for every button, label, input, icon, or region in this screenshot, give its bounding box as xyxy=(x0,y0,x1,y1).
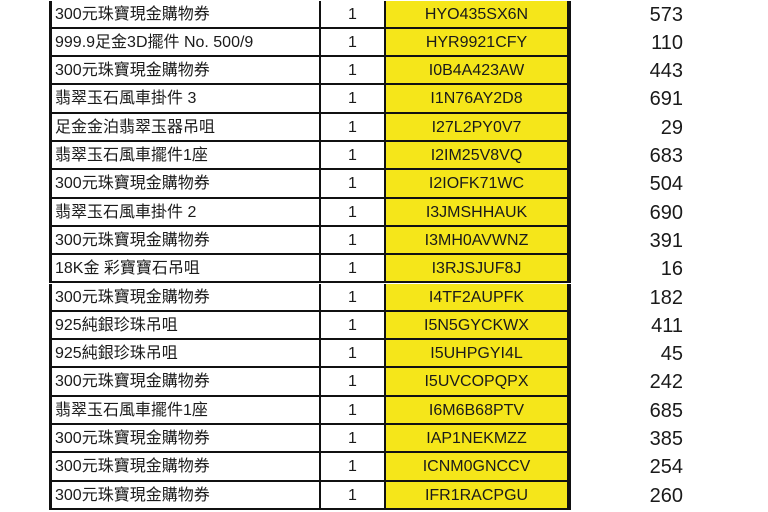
item-name-cell: 300元珠寶現金購物券 xyxy=(49,425,321,454)
code-cell: I5UVCOPQPX xyxy=(386,368,571,397)
quantity-cell: 1 xyxy=(321,340,386,369)
table-row: 300元珠寶現金購物券 1 I2IOFK71WC 504 xyxy=(0,170,768,199)
item-name-cell: 翡翠玉石風車掛件 2 xyxy=(49,198,321,227)
item-name-cell: 足金金泊翡翠玉器吊咀 xyxy=(49,113,321,142)
item-name-cell: 翡翠玉石風車擺件1座 xyxy=(49,396,321,425)
table-row: 300元珠寶現金購物券 1 I3MH0AVWNZ 391 xyxy=(0,226,768,256)
quantity-cell: 1 xyxy=(321,85,386,114)
item-name-cell: 925純銀珍珠吊咀 xyxy=(49,311,321,341)
table-row: 300元珠寶現金購物券 1 I4TF2AUPFK 182 xyxy=(0,283,768,312)
code-cell: I6M6B68PTV xyxy=(386,396,571,425)
number-cell: 683 xyxy=(649,145,683,167)
quantity-cell: 1 xyxy=(321,368,386,397)
item-name-cell: 翡翠玉石風車擺件1座 xyxy=(49,142,321,171)
quantity-cell: 1 xyxy=(321,425,386,454)
table-row: 足金金泊翡翠玉器吊咀 1 I27L2PY0V7 29 xyxy=(0,113,768,142)
code-cell: I4TF2AUPFK xyxy=(386,283,571,312)
item-name-cell: 925純銀珍珠吊咀 xyxy=(49,340,321,369)
number-cell: 443 xyxy=(649,60,683,83)
number-cell: 16 xyxy=(660,258,683,281)
code-cell: ICNM0GNCCV xyxy=(386,453,571,482)
quantity-cell: 1 xyxy=(321,0,386,29)
code-cell: I2IM25V8VQ xyxy=(386,142,571,171)
quantity-cell: 1 xyxy=(321,453,386,482)
number-cell: 690 xyxy=(649,201,683,224)
code-cell: I3RJSJUF8J xyxy=(386,255,571,284)
number-cell: 385 xyxy=(649,428,683,450)
table-row: 翡翠玉石風車掛件 3 1 I1N76AY2D8 691 xyxy=(0,85,768,114)
table-row: 翡翠玉石風車掛件 2 1 I3JMSHHAUK 690 xyxy=(0,198,768,227)
quantity-cell: 1 xyxy=(321,396,386,425)
table-row: 翡翠玉石風車擺件1座 1 I6M6B68PTV 685 xyxy=(0,396,768,425)
number-cell: 29 xyxy=(660,116,683,139)
code-cell: IAP1NEKMZZ xyxy=(386,425,571,454)
item-name-cell: 999.9足金3D擺件 No. 500/9 xyxy=(49,28,321,58)
quantity-cell: 1 xyxy=(321,28,386,58)
table-row: 300元珠寶現金購物券 1 I5UVCOPQPX 242 xyxy=(0,368,768,397)
code-cell: I3MH0AVWNZ xyxy=(386,226,571,256)
table-row: 300元珠寶現金購物券 1 HYO435SX6N 573 xyxy=(0,0,768,29)
number-cell: 573 xyxy=(649,3,683,26)
item-name-cell: 300元珠寶現金購物券 xyxy=(49,368,321,397)
item-name-cell: 翡翠玉石風車掛件 3 xyxy=(49,85,321,114)
table-row: 300元珠寶現金購物券 1 IFR1RACPGU 260 xyxy=(0,481,768,510)
quantity-cell: 1 xyxy=(321,255,386,284)
item-name-cell: 18K金 彩寶寶石吊咀 xyxy=(49,255,321,284)
quantity-cell: 1 xyxy=(321,311,386,341)
table-row: 300元珠寶現金購物券 1 IAP1NEKMZZ 385 xyxy=(0,425,768,454)
number-cell: 260 xyxy=(649,484,683,507)
number-cell: 45 xyxy=(660,343,683,366)
code-cell: HYO435SX6N xyxy=(386,0,571,29)
code-cell: I27L2PY0V7 xyxy=(386,113,571,142)
quantity-cell: 1 xyxy=(321,142,386,171)
number-cell: 182 xyxy=(649,286,683,309)
quantity-cell: 1 xyxy=(321,283,386,312)
item-name-cell: 300元珠寶現金購物券 xyxy=(49,57,321,86)
quantity-cell: 1 xyxy=(321,57,386,86)
item-name-cell: 300元珠寶現金購物券 xyxy=(49,453,321,482)
number-cell: 411 xyxy=(651,314,683,337)
table-row: 925純銀珍珠吊咀 1 I5UHPGYI4L 45 xyxy=(0,340,768,369)
code-cell: I3JMSHHAUK xyxy=(386,198,571,227)
code-cell: HYR9921CFY xyxy=(386,28,571,58)
code-cell: IFR1RACPGU xyxy=(386,481,571,510)
table-row: 300元珠寶現金購物券 1 ICNM0GNCCV 254 xyxy=(0,453,768,482)
quantity-cell: 1 xyxy=(321,113,386,142)
code-cell: I1N76AY2D8 xyxy=(386,85,571,114)
number-cell: 504 xyxy=(649,173,683,196)
item-name-cell: 300元珠寶現金購物券 xyxy=(49,226,321,256)
item-name-cell: 300元珠寶現金購物券 xyxy=(49,283,321,312)
item-name-cell: 300元珠寶現金購物券 xyxy=(49,170,321,199)
quantity-cell: 1 xyxy=(321,170,386,199)
number-cell: 254 xyxy=(649,456,683,479)
code-cell: I5N5GYCKWX xyxy=(386,311,571,341)
code-cell: I0B4A423AW xyxy=(386,57,571,86)
item-name-cell: 300元珠寶現金購物券 xyxy=(49,481,321,510)
number-cell: 242 xyxy=(649,371,683,394)
number-cell: 685 xyxy=(649,399,683,422)
number-cell: 391 xyxy=(649,229,683,252)
quantity-cell: 1 xyxy=(321,226,386,256)
item-name-cell: 300元珠寶現金購物券 xyxy=(49,0,321,29)
quantity-cell: 1 xyxy=(321,198,386,227)
table-row: 999.9足金3D擺件 No. 500/9 1 HYR9921CFY 110 xyxy=(0,28,768,58)
table-row: 925純銀珍珠吊咀 1 I5N5GYCKWX 411 xyxy=(0,311,768,341)
code-cell: I2IOFK71WC xyxy=(386,170,571,199)
code-cell: I5UHPGYI4L xyxy=(386,340,571,369)
table-row: 翡翠玉石風車擺件1座 1 I2IM25V8VQ 683 xyxy=(0,142,768,171)
table-row: 300元珠寶現金購物券 1 I0B4A423AW 443 xyxy=(0,57,768,86)
number-cell: 110 xyxy=(651,31,683,54)
number-cell: 691 xyxy=(649,88,683,111)
table-row: 18K金 彩寶寶石吊咀 1 I3RJSJUF8J 16 xyxy=(0,255,768,284)
quantity-cell: 1 xyxy=(321,481,386,510)
